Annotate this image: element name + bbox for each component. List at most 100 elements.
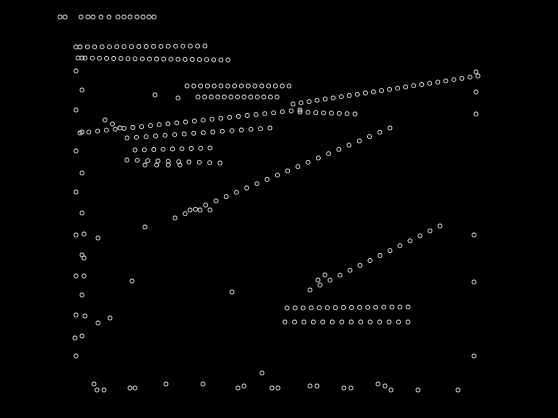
dot-mark xyxy=(261,94,267,100)
dot-mark xyxy=(142,162,148,168)
dot-mark xyxy=(405,319,411,325)
dot-mark xyxy=(94,387,100,393)
dot-mark xyxy=(153,133,159,139)
dot-mark xyxy=(79,333,85,339)
dot-mark xyxy=(110,121,115,127)
dot-mark xyxy=(437,223,443,229)
dot-mark xyxy=(202,43,208,49)
dot-mark xyxy=(73,273,79,279)
dot-mark xyxy=(168,56,174,62)
dot-mark xyxy=(136,44,142,49)
dot-mark xyxy=(189,57,195,62)
dot-mark xyxy=(147,123,153,129)
dot-mark xyxy=(300,305,306,311)
dot-mark xyxy=(158,43,164,49)
dot-mark xyxy=(254,94,260,100)
dot-mark xyxy=(386,319,392,325)
dot-mark xyxy=(286,83,292,89)
dot-mark xyxy=(172,132,178,138)
dot-mark xyxy=(173,43,179,49)
dot-mark xyxy=(306,99,312,105)
dot-mark xyxy=(253,112,259,118)
dot-mark xyxy=(370,89,376,95)
dot-mark xyxy=(73,148,79,154)
dot-mark xyxy=(284,305,290,311)
dot-mark xyxy=(180,43,186,49)
dot-mark xyxy=(290,101,296,107)
dot-mark xyxy=(417,233,423,239)
dot-mark xyxy=(327,277,333,283)
dot-mark xyxy=(397,304,403,310)
dot-mark xyxy=(307,383,313,389)
dot-mark xyxy=(96,55,102,61)
dot-mark xyxy=(208,94,214,100)
dot-mark xyxy=(57,14,63,20)
dot-mark xyxy=(346,93,352,98)
dot-mark xyxy=(252,83,258,89)
dot-mark xyxy=(427,80,433,86)
dot-mark xyxy=(112,126,118,132)
dot-mark xyxy=(324,305,330,311)
dot-mark xyxy=(75,55,81,61)
dot-mark xyxy=(322,96,328,102)
dot-mark xyxy=(151,14,157,20)
dot-mark xyxy=(298,100,304,106)
dot-mark xyxy=(241,94,247,100)
dot-mark xyxy=(204,57,210,63)
dot-mark xyxy=(337,272,343,278)
dot-mark xyxy=(473,111,479,117)
dot-mark xyxy=(132,147,138,153)
dot-mark xyxy=(326,151,332,157)
dot-mark xyxy=(356,138,362,144)
dot-mark xyxy=(165,121,171,127)
dot-mark xyxy=(155,158,161,164)
dot-mark xyxy=(274,94,280,100)
dot-mark xyxy=(314,97,320,103)
dot-mark xyxy=(357,304,363,310)
dot-mark xyxy=(213,198,219,204)
dot-mark xyxy=(225,83,231,89)
dot-mark xyxy=(107,315,113,321)
dot-mark xyxy=(235,94,240,100)
dot-mark xyxy=(184,83,190,89)
dot-mark xyxy=(140,14,146,20)
dot-mark xyxy=(79,292,85,298)
dot-mark xyxy=(197,207,203,213)
dot-mark xyxy=(308,305,314,311)
dot-mark xyxy=(77,130,83,136)
dot-mark xyxy=(215,94,221,100)
dot-mark xyxy=(475,73,481,79)
dot-mark xyxy=(207,207,213,213)
dot-mark xyxy=(248,94,254,100)
dot-mark xyxy=(396,319,401,325)
dot-mark xyxy=(106,44,112,50)
dot-mark xyxy=(375,381,381,387)
dot-mark xyxy=(207,160,213,166)
dot-mark xyxy=(336,110,342,116)
dot-mark xyxy=(377,253,383,258)
dot-mark xyxy=(111,56,117,61)
dot-mark xyxy=(177,162,183,168)
dot-mark xyxy=(79,170,85,176)
dot-mark xyxy=(211,57,217,63)
dot-mark xyxy=(264,176,270,182)
dot-mark xyxy=(151,147,157,152)
dot-mark xyxy=(89,55,95,61)
dot-mark xyxy=(165,162,171,168)
dot-mark xyxy=(297,107,303,113)
dot-mark xyxy=(73,312,79,318)
dot-mark xyxy=(262,111,268,117)
dot-mark xyxy=(106,14,112,20)
dot-mark xyxy=(121,14,127,20)
dot-mark xyxy=(92,44,98,50)
dot-mark xyxy=(259,370,265,376)
dot-mark xyxy=(172,215,178,221)
dot-mark xyxy=(357,262,363,268)
dot-mark xyxy=(301,319,307,325)
dot-mark xyxy=(405,304,411,310)
dot-mark xyxy=(244,113,250,118)
dot-mark xyxy=(73,44,79,50)
dot-mark xyxy=(459,75,465,81)
dot-mark xyxy=(348,319,354,325)
